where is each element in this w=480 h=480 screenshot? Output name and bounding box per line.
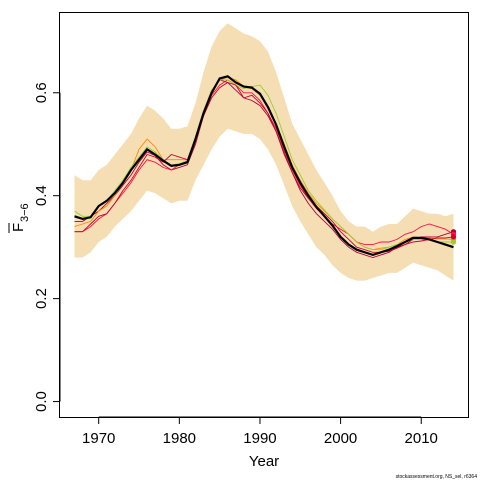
y-axis-title-subscript: 3−6 <box>19 203 31 222</box>
series-group <box>74 75 454 258</box>
x-tick-label: 1970 <box>82 430 115 447</box>
x-tick-label: 2000 <box>324 430 357 447</box>
x-tick-label: 1990 <box>243 430 276 447</box>
series-line-peel-5 <box>74 82 454 253</box>
end-marker-4 <box>450 239 457 245</box>
x-tick-label: 1980 <box>163 430 196 447</box>
y-axis-title: F 3−6 <box>8 203 31 233</box>
confidence-band <box>74 23 454 281</box>
end-markers <box>450 229 457 245</box>
series-line-peel-2 <box>74 79 454 246</box>
plot-area <box>74 23 457 281</box>
series-line-peel-4 <box>74 79 454 251</box>
y-tick-label: 0.6 <box>33 82 50 103</box>
x-tick-label: 2010 <box>405 430 438 447</box>
y-axis-title-main: F <box>10 223 27 232</box>
y-tick-label: 0.0 <box>33 391 50 412</box>
series-line-peel-1 <box>74 79 454 258</box>
end-marker-5 <box>450 234 457 240</box>
x-axis-title: Year <box>249 453 279 470</box>
x-axis: 1970 1980 1990 2000 2010 <box>82 416 438 447</box>
footer-note: stockassessment.org, NS_sel, r6364 <box>396 474 478 480</box>
y-tick-label: 0.4 <box>33 185 50 206</box>
y-axis: 0.0 0.2 0.4 0.6 <box>33 82 61 412</box>
series-line-main <box>74 75 454 257</box>
y-tick-label: 0.2 <box>33 288 50 309</box>
